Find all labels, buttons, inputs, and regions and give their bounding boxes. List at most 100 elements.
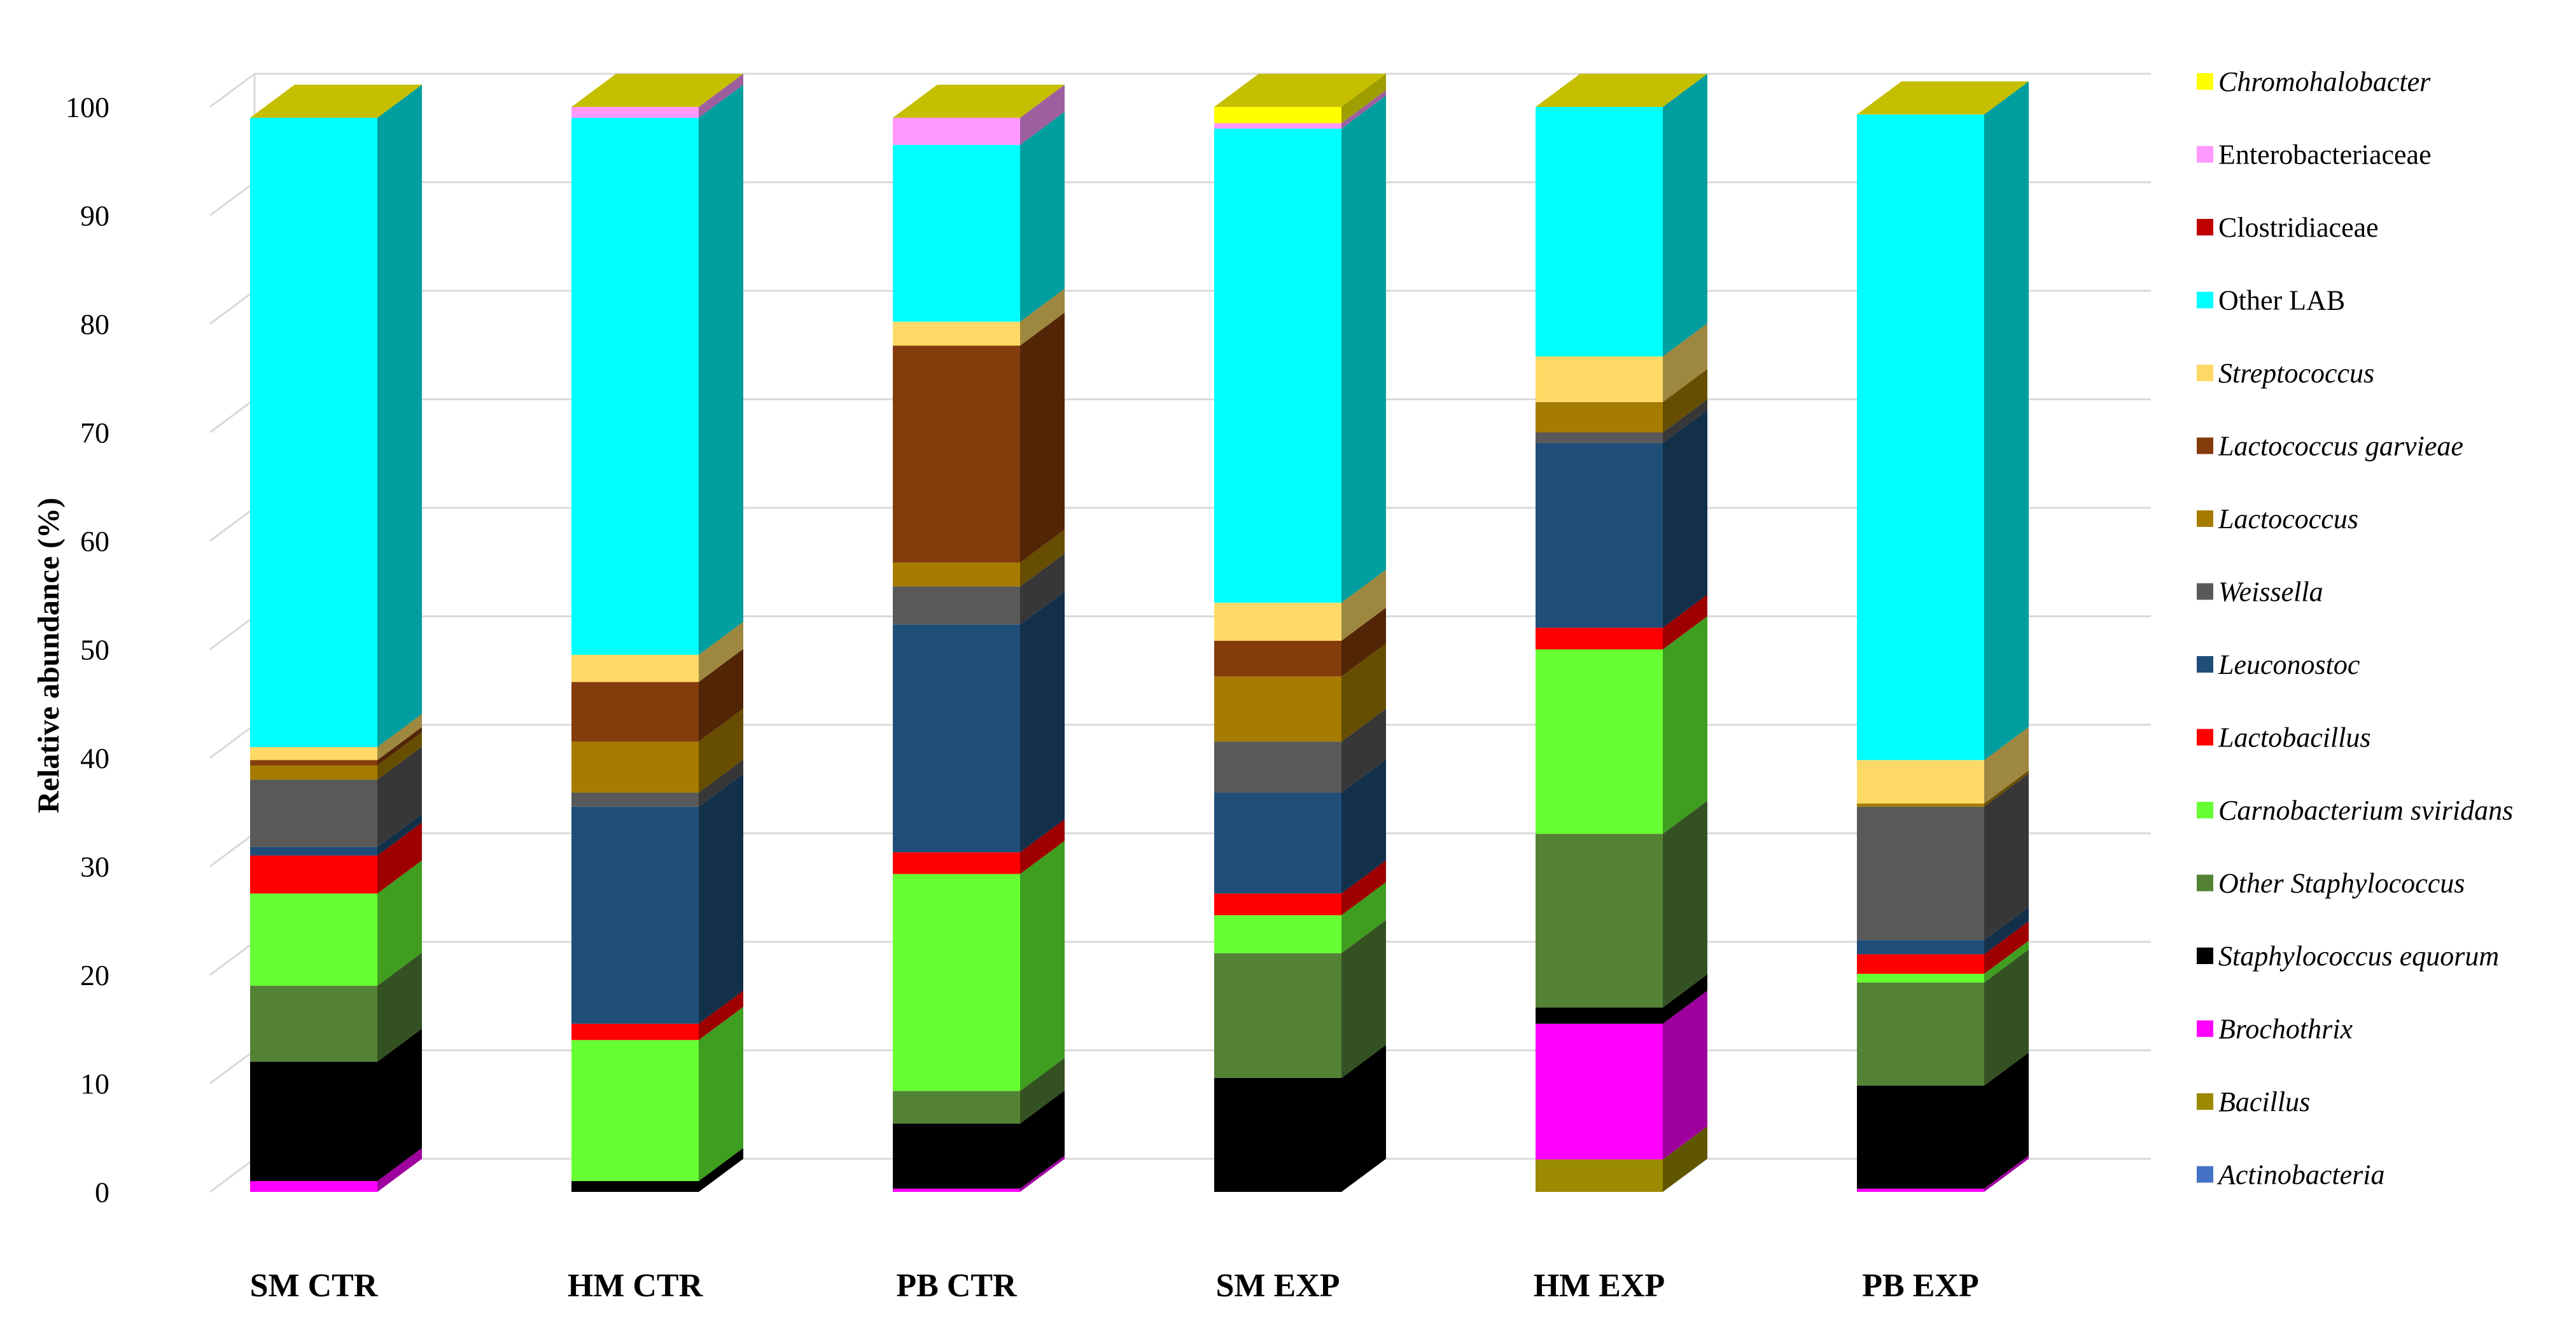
bar-front (893, 1091, 1020, 1124)
bar-segment-carnobacterium-sviridans (893, 841, 1065, 1091)
gridline-diag (209, 398, 255, 433)
bar-stack-sm-ctr (250, 85, 422, 1192)
bar-front (250, 855, 377, 894)
bar-top-face (250, 85, 422, 118)
bar-front (1214, 1077, 1341, 1192)
bar-side (1984, 921, 2029, 974)
x-category-label: PB EXP (1862, 1268, 1978, 1304)
bar-side (377, 813, 422, 856)
bar-segment-other-lab (1214, 95, 1386, 603)
bar-segment-staphylococcus-equorum (1536, 974, 1707, 1024)
bar-front (893, 118, 1020, 145)
bar-side (699, 759, 743, 807)
legend: Chromohalobacter Enterobacteriaceae Clostr… (2197, 66, 2513, 1191)
bar-front (1536, 1023, 1663, 1159)
bar-side (377, 1028, 422, 1181)
bar-front (250, 780, 377, 847)
bar-segment-other-staphylococcus (250, 953, 422, 1062)
bar-segment-other-staphylococcus (1536, 801, 1707, 1008)
bar-stack-pb-exp (1857, 81, 2029, 1192)
bar-side (1020, 1058, 1065, 1124)
bar-segment-brochothrix (893, 1155, 1065, 1192)
x-category-label: SM EXP (1216, 1268, 1340, 1304)
bar-front (1214, 915, 1341, 953)
bar-segment-streptococcus (893, 288, 1065, 346)
bar-segment-brochothrix (250, 1147, 422, 1192)
bar-front (1536, 356, 1663, 402)
bar-front (1214, 792, 1341, 894)
bar-stack-hm-ctr (571, 74, 743, 1192)
gridline-diag (209, 507, 255, 542)
bar-side (1341, 90, 1386, 129)
bar-side (1984, 770, 2029, 807)
bar-side (1663, 74, 1707, 357)
bar-top-face (893, 85, 1065, 118)
bar-segment-other-lab (571, 85, 743, 655)
bar-front (1857, 1085, 1984, 1189)
bar-side (1341, 759, 1386, 894)
bar-segment-other-staphylococcus (1857, 949, 2029, 1086)
legend-item-staphylococcus-equorum: Staphylococcus equorum (2197, 941, 2499, 972)
x-category-label: HM CTR (568, 1268, 704, 1304)
bar-segment-staphylococcus-equorum (250, 1028, 422, 1181)
y-axis-title: Relative abundance (%) (32, 498, 66, 813)
bar-side (377, 727, 422, 766)
bar-side (1663, 594, 1707, 650)
bar-segment-enterobacteriaceae (1214, 90, 1386, 129)
bar-segment-chromohalobacter (1214, 74, 1386, 123)
bar-front (571, 1023, 699, 1040)
y-tick-label: 30 (80, 851, 109, 883)
bar-side (377, 85, 422, 747)
bar-front (1857, 1188, 1984, 1192)
legend-swatch (2197, 729, 2213, 746)
bar-segment-enterobacteriaceae (571, 74, 743, 118)
legend-item-clostridiaceae: Clostridiaceae (2197, 212, 2379, 243)
legend-label: Leuconostoc (2218, 649, 2360, 680)
bar-front (1214, 107, 1341, 123)
legend-swatch (2197, 291, 2213, 309)
bar-side (699, 773, 743, 1024)
bar-front (893, 624, 1020, 853)
bar-segment-lactococcus (1536, 368, 1707, 433)
bar-segment-lactobacillus (1214, 860, 1386, 916)
bar-front (893, 586, 1020, 625)
bar-side (1020, 591, 1065, 853)
bar-side (1341, 570, 1386, 641)
y-tick-label: 60 (80, 525, 109, 557)
bar-front (1536, 432, 1663, 444)
legend-label: Other LAB (2218, 285, 2345, 316)
bar-side (377, 732, 422, 780)
y-axis-tick-labels: 0 10 20 30 40 50 60 70 80 90 100 (66, 91, 109, 1208)
bar-side (1663, 399, 1707, 444)
gridline-diag (209, 1158, 255, 1193)
bar-front (571, 1040, 699, 1181)
bar-front (1214, 603, 1341, 641)
legend-swatch (2197, 874, 2213, 892)
bar-top-face (1214, 74, 1386, 107)
gridline-diag (209, 724, 255, 759)
bar-front (893, 852, 1020, 874)
bar-front (1214, 741, 1341, 793)
bar-top-face (1857, 81, 2029, 115)
bar-front (893, 1123, 1020, 1189)
stacked-bars (250, 74, 2029, 1192)
gridline-diag (209, 181, 255, 216)
bar-segment-leuconostoc (1536, 410, 1707, 628)
bar-side (1341, 95, 1386, 603)
legend-swatch (2197, 365, 2213, 381)
bar-side (1341, 920, 1386, 1078)
gridline-diag (209, 73, 255, 108)
legend-label: Brochothrix (2218, 1014, 2353, 1045)
bar-side (1663, 616, 1707, 834)
bar-front (571, 806, 699, 1024)
bar-front (1214, 953, 1341, 1078)
y-tick-label: 50 (80, 634, 109, 666)
legend-swatch (2197, 1166, 2213, 1183)
bar-side (1020, 841, 1065, 1091)
bar-front (1857, 982, 1984, 1086)
bar-segment-other-staphylococcus (893, 1058, 1065, 1124)
bar-front (1857, 940, 1984, 955)
bar-front (1536, 649, 1663, 834)
bar-segment-leuconostoc (893, 591, 1065, 853)
bar-front (571, 107, 699, 118)
